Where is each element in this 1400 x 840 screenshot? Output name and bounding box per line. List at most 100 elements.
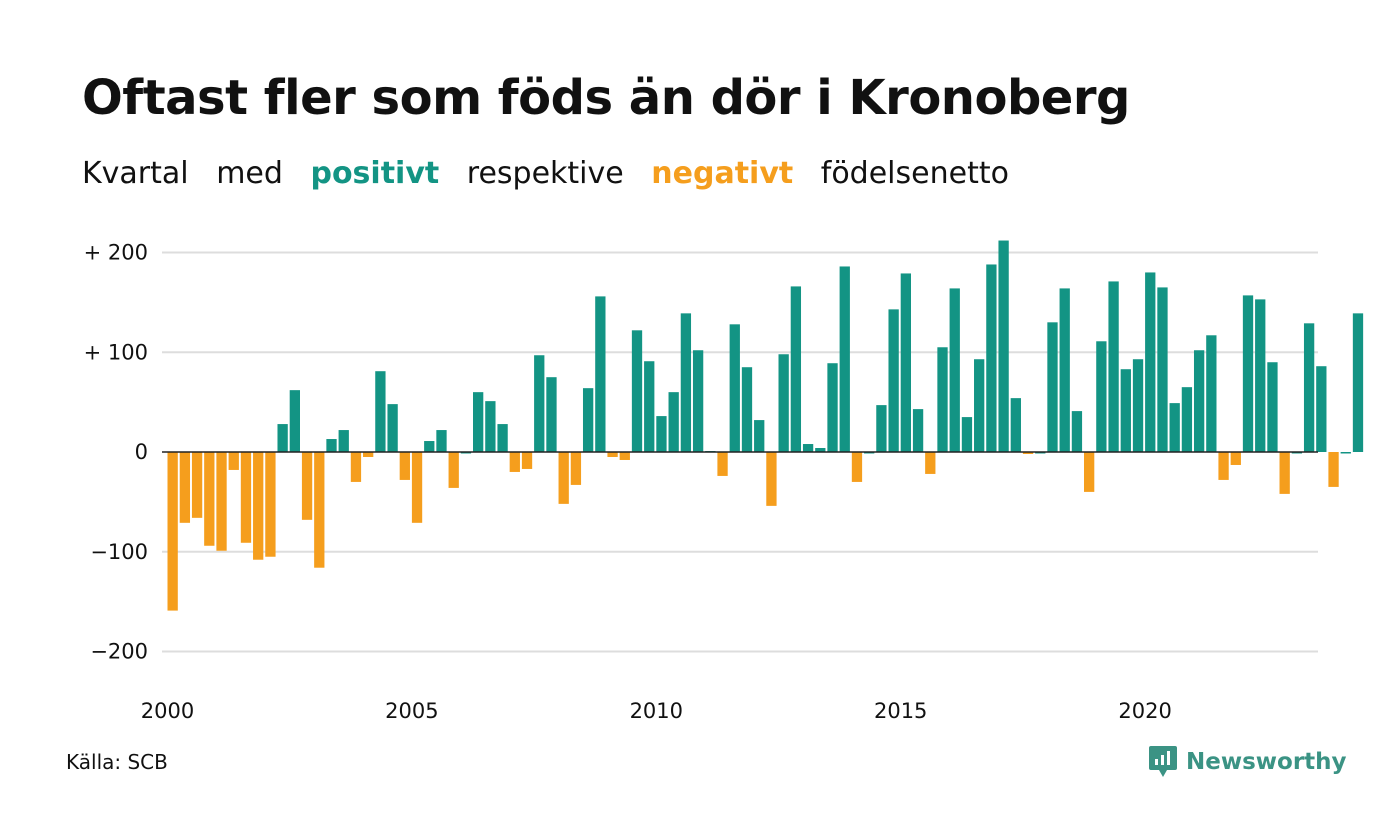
bar (912, 409, 924, 452)
bar (1084, 452, 1095, 492)
bar (1132, 359, 1144, 452)
bar (167, 452, 178, 611)
bar (350, 452, 362, 482)
x-tick-label: 2000 (141, 699, 194, 723)
bar (265, 452, 276, 557)
bar (680, 313, 692, 452)
bar (289, 390, 300, 452)
x-tick-label: 2005 (385, 699, 438, 723)
bar (1255, 299, 1266, 452)
bar (179, 452, 191, 523)
axes: + 200 + 100 0 −100 −200 2000 2005 2010 2015 2020 (84, 241, 1318, 723)
bar (582, 388, 594, 452)
bar (363, 452, 374, 457)
bar (497, 424, 508, 452)
bar (509, 452, 520, 472)
bar (778, 354, 789, 452)
bar (692, 350, 704, 452)
bar (1340, 452, 1351, 454)
bar (570, 452, 582, 485)
source-note: Källa: SCB (66, 750, 168, 774)
bar (558, 452, 569, 504)
bar (729, 324, 740, 452)
bar (1218, 452, 1229, 480)
bar (277, 424, 288, 452)
bar (375, 371, 386, 452)
subtitle-negative-word: negativt (651, 156, 794, 191)
brand-name: Newsworthy (1186, 749, 1347, 775)
brand-logo: Newsworthy (1148, 744, 1347, 780)
bar (851, 452, 863, 482)
bar (986, 264, 997, 452)
bar (1303, 323, 1315, 452)
bar (1181, 387, 1193, 452)
bar (485, 401, 496, 452)
bar (204, 452, 215, 546)
bar (326, 439, 337, 452)
bar (1047, 322, 1058, 452)
bar (1169, 403, 1180, 452)
bar (888, 309, 899, 452)
bar (1242, 295, 1254, 452)
bar (815, 448, 826, 452)
x-tick-label: 2010 (630, 699, 683, 723)
bar (1071, 411, 1083, 452)
bar (802, 444, 814, 452)
bar (448, 452, 459, 488)
x-tick-label: 2015 (874, 699, 927, 723)
subtitle-word-kvartal: Kvartal (82, 156, 189, 191)
bar (790, 286, 802, 452)
bar (631, 330, 643, 452)
bar (338, 430, 349, 452)
bar (240, 452, 252, 543)
bar (949, 288, 960, 452)
bar (1010, 398, 1021, 452)
x-tick-label: 2020 (1118, 699, 1171, 723)
bar (1267, 362, 1278, 452)
bar (228, 452, 239, 470)
bar (1279, 452, 1290, 494)
bar (595, 296, 606, 452)
subtitle-positive-word: positivt (310, 156, 440, 191)
y-tick-label: 0 (135, 440, 148, 464)
bar (1120, 369, 1131, 452)
bar (656, 416, 667, 452)
chart-title: Oftast fler som föds än dör i Kronoberg (82, 70, 1130, 126)
bar (314, 452, 325, 568)
bar (839, 266, 850, 452)
bar (1157, 287, 1168, 452)
bar (1206, 335, 1217, 452)
bar (191, 452, 203, 518)
bar (1108, 281, 1119, 452)
bar (1230, 452, 1241, 465)
bar (253, 452, 264, 560)
bar (424, 441, 435, 452)
bar (1022, 452, 1034, 454)
bar (998, 240, 1009, 452)
bar (619, 452, 630, 460)
bar (900, 273, 911, 452)
bar (741, 367, 753, 452)
subtitle-word-med: med (216, 156, 283, 191)
bar (974, 359, 985, 452)
bar (1145, 272, 1156, 452)
subtitle-word-fodelsenetto: födelsenetto (820, 156, 1009, 191)
bar (534, 355, 545, 452)
bar (827, 363, 838, 452)
bar (961, 417, 973, 452)
bar (876, 405, 887, 452)
bar (1328, 452, 1339, 487)
newsworthy-logo-icon (1149, 746, 1177, 777)
bar (546, 377, 557, 452)
bar (399, 452, 410, 480)
bar (766, 452, 777, 506)
bar (301, 452, 313, 520)
bar (1316, 366, 1327, 452)
bar (216, 452, 227, 551)
bar (717, 452, 728, 476)
y-tick-label: −100 (90, 540, 148, 564)
bar (1352, 313, 1364, 452)
chart-subtitle: Kvartal med positivt respektive negativt… (82, 156, 1027, 191)
subtitle-word-respektive: respektive (466, 156, 624, 191)
